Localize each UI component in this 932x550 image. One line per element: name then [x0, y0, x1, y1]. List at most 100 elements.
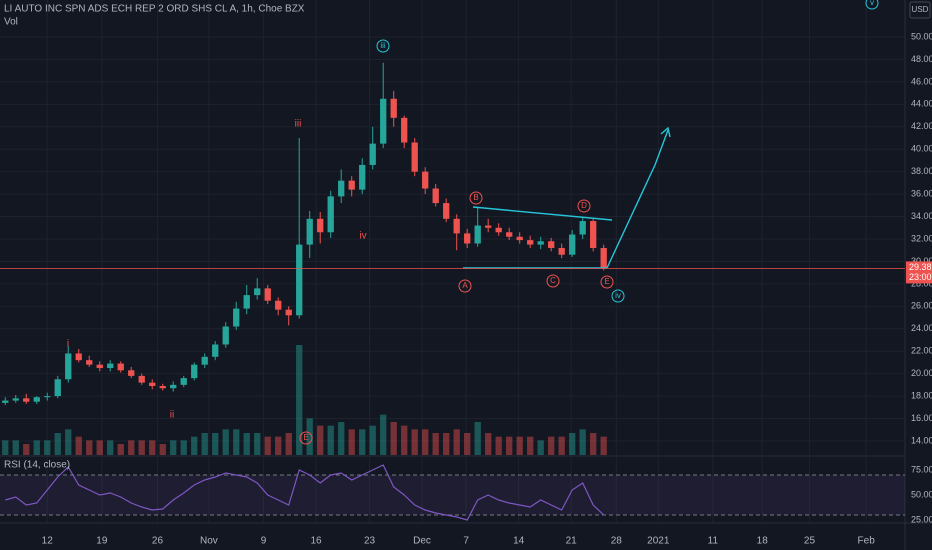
volume-bar: [558, 436, 565, 455]
y-tick-label: 22.00: [911, 346, 932, 356]
volume-bar: [527, 436, 534, 455]
wave-label: iii: [295, 119, 302, 130]
candle-body: [243, 295, 250, 309]
candle-body: [506, 232, 513, 237]
volume-bar: [432, 433, 439, 455]
wave-label: ii: [170, 410, 174, 421]
volume-bar: [191, 436, 198, 455]
candle-body: [485, 225, 492, 228]
y-tick-label: 46.00: [911, 76, 932, 86]
volume-bar: [86, 440, 93, 455]
x-tick-label: Dec: [413, 536, 431, 547]
rsi-label: RSI (14, close): [4, 460, 70, 471]
candle-body: [359, 164, 366, 190]
x-tick-label: 21: [566, 536, 578, 547]
candle-body: [411, 142, 418, 172]
volume-bar: [138, 440, 145, 455]
candle-body: [590, 221, 597, 248]
wave-label: E: [604, 277, 609, 286]
volume-bar: [390, 422, 397, 455]
rsi-tick-label: 50.00: [911, 489, 932, 499]
candle-body: [600, 247, 607, 269]
candle-body: [464, 233, 471, 244]
volume-bar: [548, 436, 555, 455]
rsi-tick-label: 75.00: [911, 464, 932, 474]
volume-bar: [422, 429, 429, 455]
rsi-tick-label: 25.00: [911, 514, 932, 524]
annotation-circle: [865, 0, 879, 10]
volume-bar: [201, 433, 208, 455]
x-tick-label: 14: [513, 536, 525, 547]
volume-bar: [338, 422, 345, 455]
annotation-circle: [376, 39, 390, 53]
x-tick-label: Nov: [200, 536, 218, 547]
x-tick-label: 16: [310, 536, 322, 547]
candle-body: [275, 300, 282, 310]
volume-bar: [506, 436, 513, 455]
annotation-circle: [469, 191, 483, 205]
annotation-circle: [546, 274, 560, 288]
volume-bar: [75, 436, 82, 455]
volume-bar: [485, 433, 492, 455]
volume-bar: [159, 444, 166, 455]
y-tick-label: 20.00: [911, 368, 932, 378]
y-tick-label: 48.00: [911, 54, 932, 64]
volume-bar: [369, 425, 376, 455]
volume-bar: [54, 433, 61, 455]
volume-bar: [453, 429, 460, 455]
candle-body: [23, 398, 30, 402]
candle-body: [180, 378, 187, 385]
candle-body: [44, 396, 51, 398]
candle-body: [233, 308, 240, 327]
candle-body: [338, 180, 345, 197]
trend-line: [472, 206, 613, 221]
volume-bar: [590, 433, 597, 455]
volume-bar: [243, 433, 250, 455]
x-tick-label: 18: [757, 536, 769, 547]
candle-body: [579, 221, 586, 235]
volume-bar: [401, 425, 408, 455]
y-tick-label: 42.00: [911, 121, 932, 131]
candle-body: [558, 247, 565, 255]
last-price-box: [906, 261, 932, 284]
annotation-circle: [299, 431, 313, 445]
wave-label: iv: [359, 231, 366, 242]
candle-body: [254, 288, 261, 296]
rsi-band: [0, 475, 905, 515]
volume-bar: [233, 429, 240, 455]
countdown-label: 23:00: [909, 272, 932, 282]
x-tick-label: 12: [42, 536, 54, 547]
y-tick-label: 32.00: [911, 233, 932, 243]
y-tick-label: 18.00: [911, 390, 932, 400]
x-tick-label: 7: [463, 536, 469, 547]
candle-body: [348, 180, 355, 190]
candle-body: [432, 188, 439, 204]
candle-body: [495, 227, 502, 233]
y-tick-label: 16.00: [911, 413, 932, 423]
candle-body: [306, 218, 313, 245]
volume-bar: [264, 436, 271, 455]
volume-bar: [222, 429, 229, 455]
y-tick-label: 14.00: [911, 435, 932, 445]
volume-bar: [33, 440, 40, 455]
candle-body: [128, 370, 135, 376]
candle-body: [474, 225, 481, 244]
annotation-circle: [458, 279, 472, 293]
volume-bar: [128, 440, 135, 455]
last-price-label: 29.38: [909, 262, 932, 272]
volume-bar: [474, 422, 481, 455]
candle-body: [548, 241, 555, 248]
volume-bar: [411, 429, 418, 455]
volume-bar: [275, 436, 282, 455]
rsi-line: [5, 464, 605, 521]
volume-bar: [212, 433, 219, 455]
x-tick-label: 23: [364, 536, 376, 547]
candle-body: [527, 240, 534, 245]
volume-bar: [254, 433, 261, 455]
volume-bar: [569, 433, 576, 455]
y-tick-label: 38.00: [911, 166, 932, 176]
volume-bar: [579, 429, 586, 455]
chart-title: LI AUTO INC SPN ADS ECH REP 2 ORD SHS CL…: [4, 4, 305, 15]
volume-bar: [537, 440, 544, 455]
